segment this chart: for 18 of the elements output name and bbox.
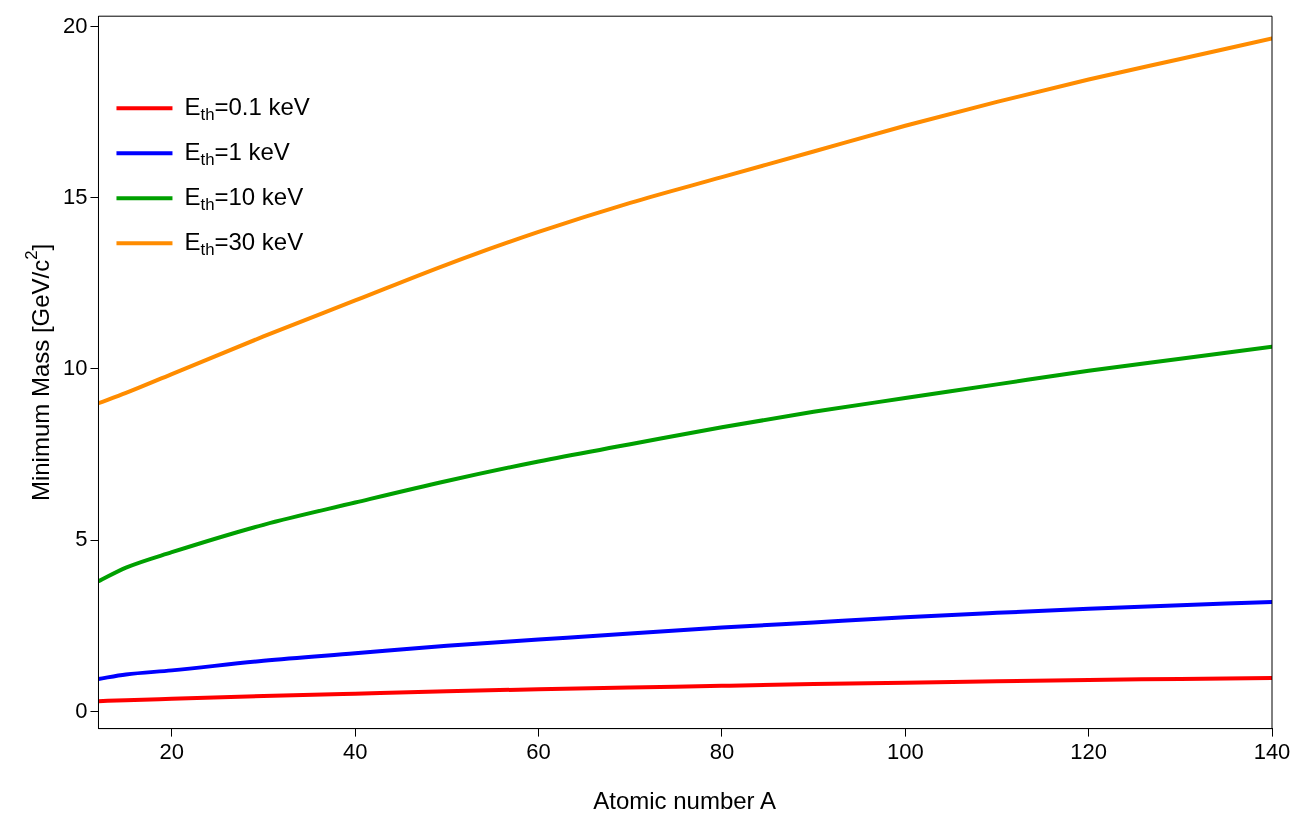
- line-series: [98, 36, 1272, 406]
- y-tick-label: 15: [62, 183, 88, 209]
- x-tick-label: 60: [526, 738, 551, 764]
- y-tick-label: 0: [75, 697, 88, 723]
- x-axis-title: Atomic number A: [593, 786, 776, 814]
- line-series: [98, 344, 1272, 584]
- x-tick-label: 20: [159, 738, 185, 764]
- y-tick-label: 10: [62, 355, 88, 381]
- line-series: [98, 675, 1272, 704]
- x-tick-label: 40: [342, 738, 368, 764]
- x-tick-label: 140: [1253, 738, 1291, 764]
- line-series: [98, 599, 1272, 681]
- x-tick-label: 80: [709, 738, 735, 764]
- y-tick-label: 5: [75, 526, 88, 552]
- y-tick-label: 20: [62, 12, 88, 38]
- x-tick-label: 100: [886, 738, 924, 764]
- x-tick-label: 120: [1070, 738, 1107, 764]
- y-axis-title: Minimum Mass [GeV/c2]: [22, 243, 54, 502]
